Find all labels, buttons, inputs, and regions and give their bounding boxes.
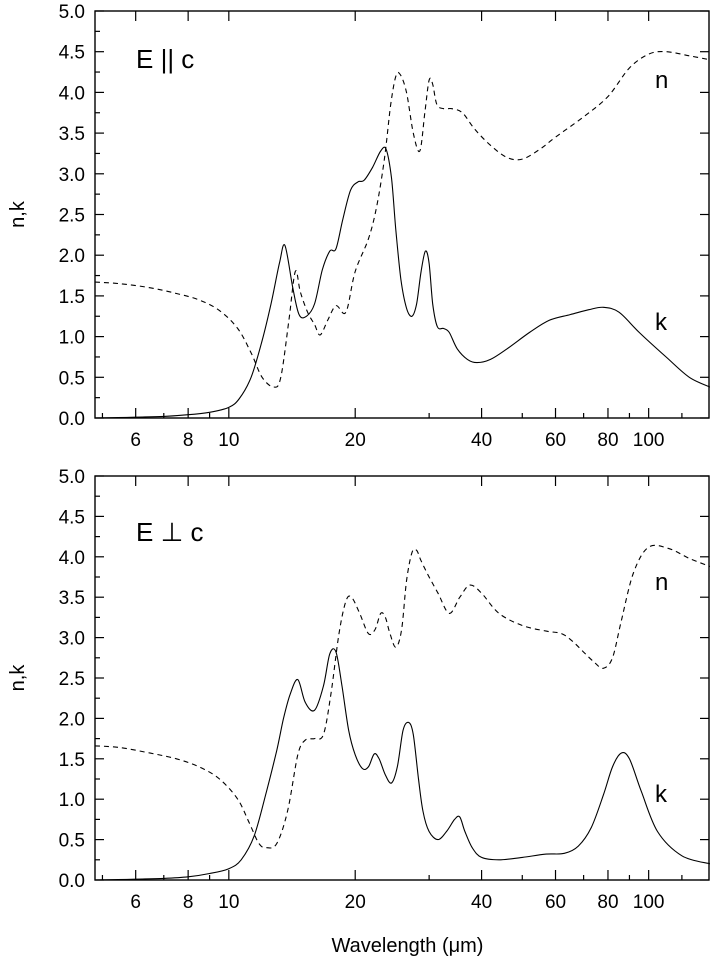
x-tick-label: 60 [545,892,566,913]
series-label-k: k [655,781,668,808]
series-line-k [95,648,710,880]
y-tick-label: 4.0 [59,548,85,569]
series-line-k [95,146,710,418]
series-line-n [95,51,710,388]
y-tick-label: 1.5 [59,750,85,771]
y-tick-label: 3.0 [59,165,85,186]
y-tick-label: 2.0 [59,709,85,730]
chart-panel-1: 0.0 0.5 1.0 1.5 2.0 2.5 3.0 3.5 4.0 4.5 5.0 6 8 10 20 4… [7,2,710,451]
y-axis-label: n,k [7,664,29,692]
y-tick-label: 1.0 [59,328,85,349]
x-tick-label: 8 [183,430,194,451]
y-tick-label: 3.5 [59,588,85,609]
chart-panel-2: 0.0 0.5 1.0 1.5 2.0 2.5 3.0 3.5 4.0 4.5 5.0 6 8 10 20 4… [7,467,710,957]
y-axis-label: n,k [7,200,29,228]
y-tick-label: 4.5 [59,507,85,528]
x-tick-label: 10 [218,430,239,451]
x-tick-label: 6 [130,892,141,913]
y-tick-label: 5.0 [59,2,85,23]
y-tick-label: 4.0 [59,83,85,104]
x-tick-label: 20 [345,892,366,913]
x-tick-label: 60 [545,430,566,451]
y-tick-label: 4.5 [59,43,85,64]
y-tick-label: 2.5 [59,669,85,690]
series-label-n: n [655,569,668,596]
x-tick-label: 8 [183,892,194,913]
polarization-annotation: E || c [136,44,194,74]
series-label-k: k [655,309,668,336]
x-tick-label: 80 [597,892,618,913]
x-tick-label: 40 [471,430,492,451]
x-tick-label: 20 [345,430,366,451]
x-axis-label: Wavelength (μm) [332,935,484,957]
y-tick-label: 0.0 [59,409,85,430]
series-line-n [95,544,710,849]
series-label-n: n [655,67,668,94]
x-tick-label: 100 [633,892,665,913]
y-tick-label: 2.0 [59,246,85,267]
y-tick-label: 0.0 [59,871,85,892]
y-tick-label: 0.5 [59,368,85,389]
y-tick-label: 1.0 [59,790,85,811]
x-tick-label: 40 [471,892,492,913]
y-tick-label: 1.5 [59,287,85,308]
x-tick-label: 80 [597,430,618,451]
x-tick-label: 6 [130,430,141,451]
x-tick-label: 10 [218,892,239,913]
x-tick-label: 100 [633,430,665,451]
y-tick-label: 2.5 [59,206,85,227]
y-tick-label: 3.5 [59,124,85,145]
y-tick-label: 3.0 [59,629,85,650]
y-tick-label: 5.0 [59,467,85,488]
polarization-annotation: E ⊥ c [136,517,203,547]
y-tick-label: 0.5 [59,831,85,852]
